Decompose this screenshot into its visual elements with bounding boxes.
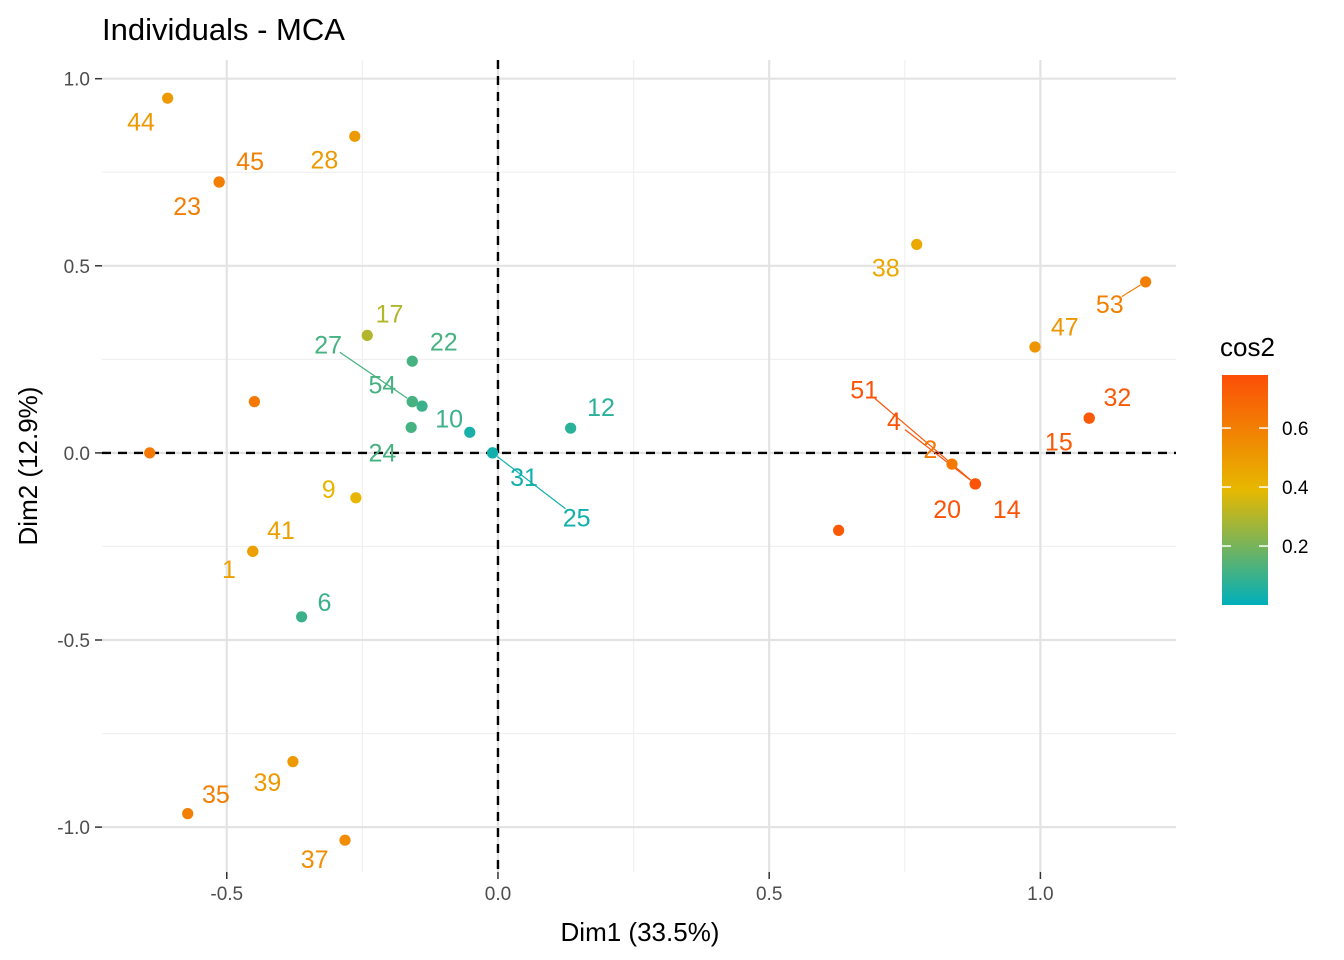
data-point (406, 396, 418, 408)
data-points (144, 92, 1152, 846)
point-label: 41 (267, 517, 295, 545)
data-point (1083, 412, 1095, 424)
label-leader-line (496, 456, 566, 510)
y-axis-title: Dim2 (12.9%) (13, 387, 43, 546)
data-point (406, 355, 418, 367)
point-label: 51 (850, 376, 878, 404)
x-axis-title: Dim1 (33.5%) (561, 917, 720, 947)
reference-lines (102, 60, 1176, 872)
legend-ticks: 0.2 0.4 0.6 (1222, 419, 1309, 558)
data-point (1029, 341, 1041, 353)
legend: cos2 0.2 0.4 0.6 (1220, 332, 1309, 605)
data-point (969, 478, 981, 490)
y-tick-label: 1.0 (64, 70, 90, 91)
y-tick-label: 0.0 (64, 444, 90, 465)
point-label: 24 (369, 440, 397, 468)
legend-tick-label: 0.4 (1282, 478, 1309, 499)
data-point (464, 426, 476, 438)
chart-title: Individuals - MCA (102, 12, 345, 47)
point-label: 28 (310, 147, 338, 175)
point-label: 32 (1104, 384, 1132, 412)
data-point (1140, 276, 1152, 288)
y-tick-label: -0.5 (57, 631, 90, 652)
x-tick-label: 0.5 (756, 884, 782, 905)
point-label: 54 (369, 371, 397, 399)
point-label: 6 (317, 589, 331, 617)
data-point (349, 130, 361, 142)
point-label: 17 (376, 300, 404, 328)
y-tick-label: -1.0 (57, 818, 90, 839)
point-label: 23 (173, 193, 201, 221)
point-label: 15 (1045, 429, 1073, 457)
data-point (182, 808, 194, 820)
data-point (486, 447, 499, 459)
point-label: 27 (314, 331, 342, 359)
point-label: 47 (1051, 313, 1079, 341)
point-label: 12 (587, 394, 615, 422)
grid-minor (102, 60, 1176, 872)
plot-panel: 44 45 23 28 17 22 27 54 10 24 31 25 12 9 41 1 6 39 35 37 38 5… (102, 60, 1176, 874)
point-label: 4 (887, 408, 901, 436)
point-label: 2 (923, 436, 937, 464)
x-axis: -0.5 0.0 0.5 1.0 (210, 872, 1054, 905)
x-tick-label: 0.0 (485, 884, 511, 905)
x-tick-label: -0.5 (210, 884, 243, 905)
point-label: 37 (301, 846, 329, 874)
point-label: 53 (1096, 291, 1124, 319)
label-leader-line (904, 429, 971, 481)
legend-title: cos2 (1220, 332, 1275, 362)
point-label: 45 (236, 148, 264, 176)
point-label: 31 (510, 464, 538, 492)
data-point (350, 492, 362, 504)
data-point (287, 756, 299, 768)
legend-tick-label: 0.2 (1282, 537, 1308, 558)
data-point (833, 524, 845, 536)
data-point (361, 329, 373, 342)
data-point (339, 834, 351, 846)
point-label: 1 (222, 556, 236, 584)
data-point (144, 447, 156, 459)
point-label: 39 (254, 769, 282, 797)
legend-tick-label: 0.6 (1282, 419, 1308, 440)
data-point (248, 396, 261, 408)
point-label: 25 (563, 504, 591, 532)
data-point (565, 422, 577, 434)
point-label: 14 (993, 496, 1021, 524)
label-leader-line (339, 351, 408, 399)
point-label: 35 (202, 781, 230, 809)
point-labels: 44 45 23 28 17 22 27 54 10 24 31 25 12 9 41 1 6 39 35 37 38 5… (127, 109, 1131, 874)
label-leader-line (1121, 284, 1141, 298)
data-point (911, 238, 923, 251)
legend-colorbar (1222, 375, 1268, 605)
point-label: 20 (933, 496, 961, 524)
point-label: 10 (435, 405, 463, 433)
data-point (946, 458, 958, 470)
x-tick-label: 1.0 (1027, 884, 1053, 905)
data-point (416, 400, 428, 412)
data-point (405, 421, 417, 434)
data-point (247, 545, 259, 557)
y-tick-label: 0.5 (64, 257, 90, 278)
point-label: 9 (322, 476, 336, 504)
data-point (162, 92, 174, 104)
point-label: 22 (430, 328, 458, 356)
data-point (296, 611, 308, 623)
y-axis: -1.0 -0.5 0.0 0.5 1.0 (57, 70, 102, 839)
point-label: 38 (872, 255, 900, 283)
data-point (213, 176, 225, 188)
point-label: 44 (127, 109, 155, 137)
